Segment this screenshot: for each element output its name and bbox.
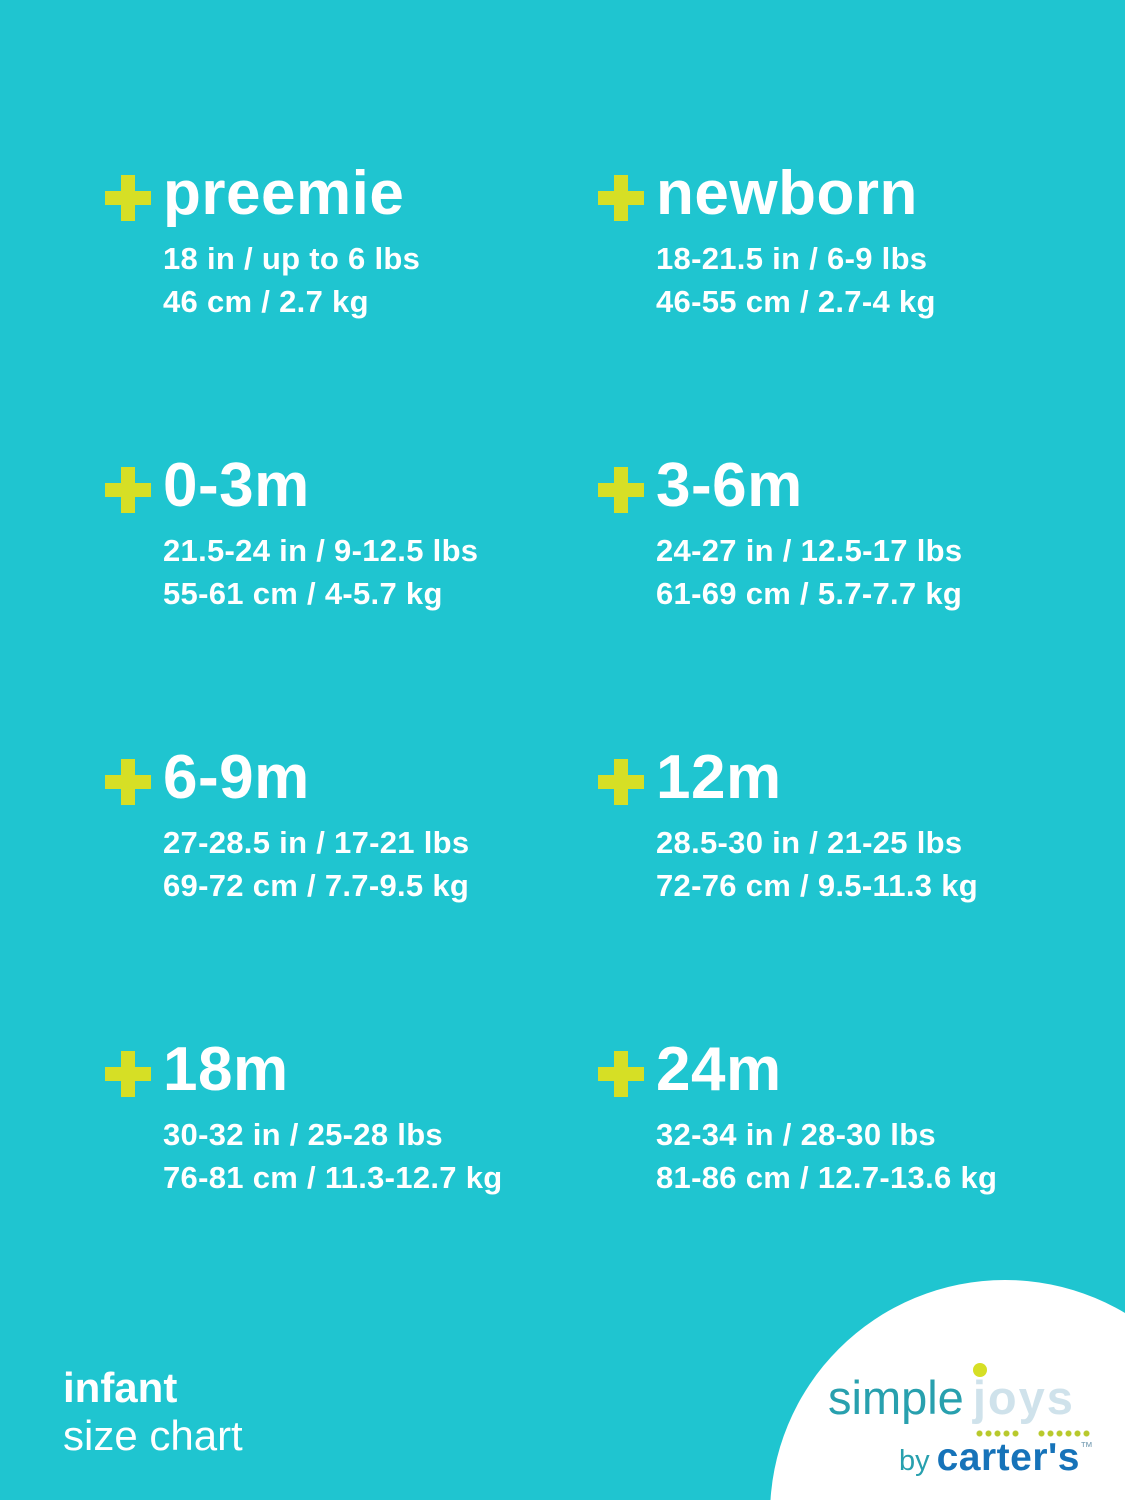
size-entry-18m: 18m 30-32 in / 25-28 lbs 76-81 cm / 11.3… (105, 1034, 590, 1199)
size-metric: 46 cm / 2.7 kg (163, 284, 369, 319)
size-label: 0-3m (163, 451, 310, 520)
size-label: 3-6m (656, 451, 803, 520)
plus-icon (598, 1051, 644, 1097)
brand-logo-byline: by carter's™ (828, 1436, 1094, 1480)
size-label: newborn (656, 159, 918, 228)
size-metric: 46-55 cm / 2.7-4 kg (656, 284, 936, 319)
size-entry-24m: 24m 32-34 in / 28-30 lbs 81-86 cm / 12.7… (598, 1034, 1083, 1199)
size-imperial: 30-32 in / 25-28 lbs (163, 1117, 443, 1152)
size-title-row: newborn (598, 158, 1083, 230)
j-dot-icon (972, 1363, 987, 1377)
size-details: 27-28.5 in / 17-21 lbs 69-72 cm / 7.7-9.… (163, 821, 590, 907)
size-title-row: 6-9m (105, 742, 590, 814)
size-metric: 76-81 cm / 11.3-12.7 kg (163, 1160, 503, 1195)
size-imperial: 24-27 in / 12.5-17 lbs (656, 533, 963, 568)
size-details: 28.5-30 in / 21-25 lbs 72-76 cm / 9.5-11… (656, 821, 1083, 907)
size-entry-preemie: preemie 18 in / up to 6 lbs 46 cm / 2.7 … (105, 158, 590, 323)
brand-logo-circle: simple joys by carter's™ (770, 1280, 1125, 1500)
size-metric: 61-69 cm / 5.7-7.7 kg (656, 576, 963, 611)
size-entry-0-3m: 0-3m 21.5-24 in / 9-12.5 lbs 55-61 cm / … (105, 450, 590, 615)
size-title-row: 12m (598, 742, 1083, 814)
size-details: 21.5-24 in / 9-12.5 lbs 55-61 cm / 4-5.7… (163, 529, 590, 615)
size-label: preemie (163, 159, 405, 228)
size-title-row: 3-6m (598, 450, 1083, 522)
size-details: 18 in / up to 6 lbs 46 cm / 2.7 kg (163, 237, 590, 323)
size-imperial: 27-28.5 in / 17-21 lbs (163, 825, 470, 860)
chart-caption: infant size chart (63, 1364, 243, 1460)
size-title-row: 24m (598, 1034, 1083, 1106)
size-title-row: preemie (105, 158, 590, 230)
brand-logo: simple joys by carter's™ (828, 1363, 1094, 1480)
size-entry-12m: 12m 28.5-30 in / 21-25 lbs 72-76 cm / 9.… (598, 742, 1083, 907)
size-imperial: 18-21.5 in / 6-9 lbs (656, 241, 928, 276)
size-entry-6-9m: 6-9m 27-28.5 in / 17-21 lbs 69-72 cm / 7… (105, 742, 590, 907)
size-title-row: 18m (105, 1034, 590, 1106)
size-title-row: 0-3m (105, 450, 590, 522)
brand-logo-wordmark: simple joys (828, 1363, 1094, 1437)
plus-icon (105, 1051, 151, 1097)
size-details: 32-34 in / 28-30 lbs 81-86 cm / 12.7-13.… (656, 1113, 1083, 1199)
size-label: 6-9m (163, 743, 310, 812)
size-imperial: 21.5-24 in / 9-12.5 lbs (163, 533, 479, 568)
trademark-symbol: ™ (1080, 1439, 1093, 1454)
size-imperial: 18 in / up to 6 lbs (163, 241, 421, 276)
size-details: 24-27 in / 12.5-17 lbs 61-69 cm / 5.7-7.… (656, 529, 1083, 615)
size-label: 24m (656, 1035, 782, 1104)
size-label: 12m (656, 743, 782, 812)
plus-icon (598, 759, 644, 805)
logo-carters-text: carter's (936, 1436, 1080, 1479)
plus-icon (105, 175, 151, 221)
caption-subtitle: size chart (63, 1412, 243, 1459)
size-metric: 69-72 cm / 7.7-9.5 kg (163, 868, 470, 903)
size-metric: 55-61 cm / 4-5.7 kg (163, 576, 443, 611)
logo-by-text: by (898, 1445, 930, 1477)
plus-icon (105, 759, 151, 805)
size-details: 30-32 in / 25-28 lbs 76-81 cm / 11.3-12.… (163, 1113, 590, 1199)
size-label: 18m (163, 1035, 289, 1104)
plus-icon (105, 467, 151, 513)
dotted-underline-left-icon (975, 1430, 1020, 1437)
logo-simple-text: simple (828, 1371, 964, 1424)
size-entry-newborn: newborn 18-21.5 in / 6-9 lbs 46-55 cm / … (598, 158, 1083, 323)
dotted-underline-right-icon (1037, 1430, 1091, 1437)
size-metric: 81-86 cm / 12.7-13.6 kg (656, 1160, 998, 1195)
plus-icon (598, 175, 644, 221)
size-metric: 72-76 cm / 9.5-11.3 kg (656, 868, 978, 903)
logo-joys-word: joys (972, 1371, 1075, 1424)
logo-joys-text: joys (972, 1363, 1091, 1437)
caption-category: infant (63, 1364, 178, 1411)
plus-icon (598, 467, 644, 513)
size-entry-3-6m: 3-6m 24-27 in / 12.5-17 lbs 61-69 cm / 5… (598, 450, 1083, 615)
size-imperial: 32-34 in / 28-30 lbs (656, 1117, 936, 1152)
size-imperial: 28.5-30 in / 21-25 lbs (656, 825, 963, 860)
size-details: 18-21.5 in / 6-9 lbs 46-55 cm / 2.7-4 kg (656, 237, 1083, 323)
